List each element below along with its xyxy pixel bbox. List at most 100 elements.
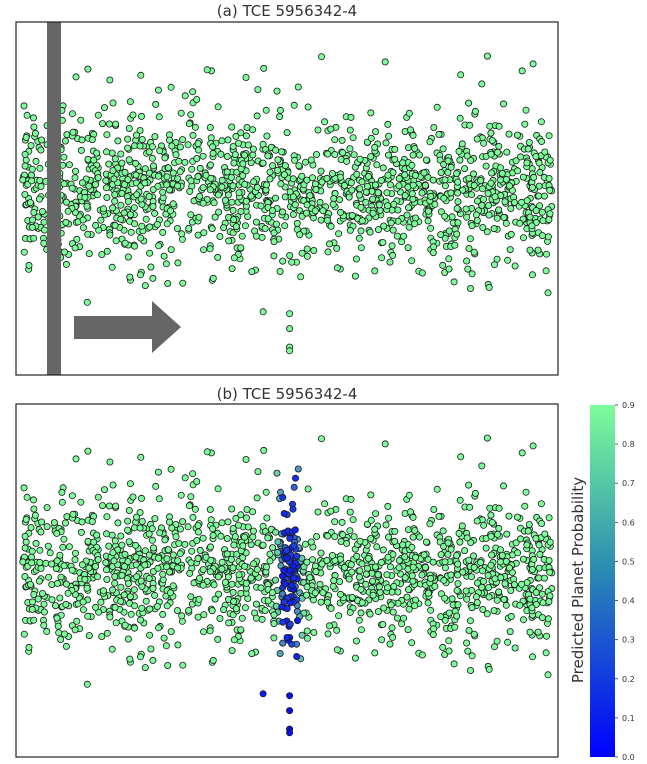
data-point (500, 213, 508, 221)
data-point (321, 500, 329, 508)
data-point (200, 611, 208, 619)
data-point (445, 609, 453, 617)
data-point (156, 147, 164, 155)
data-point (151, 515, 159, 523)
data-point (121, 563, 129, 571)
data-point (79, 606, 87, 614)
data-point (479, 195, 487, 203)
data-point (433, 485, 441, 493)
data-point (317, 549, 325, 557)
data-point (270, 238, 278, 246)
data-point (258, 233, 266, 241)
data-point (84, 612, 92, 620)
transit-point (286, 729, 294, 737)
data-point (471, 107, 479, 115)
data-point (149, 162, 157, 170)
data-point (374, 226, 382, 234)
data-point (124, 135, 132, 143)
data-point (106, 613, 114, 621)
window-point (293, 617, 301, 625)
data-point (303, 176, 311, 184)
data-point (132, 541, 140, 549)
data-point (218, 137, 226, 145)
data-point (248, 268, 256, 276)
direction-arrow (74, 301, 181, 353)
data-point (81, 575, 89, 583)
data-point (189, 88, 197, 96)
data-point (260, 446, 268, 454)
window-point (293, 653, 301, 661)
data-point (26, 199, 34, 207)
data-point (520, 616, 528, 624)
data-point (528, 222, 536, 230)
data-point (327, 125, 335, 133)
data-point (375, 201, 383, 209)
data-point (411, 144, 419, 152)
data-point (454, 560, 462, 568)
data-point (214, 635, 222, 643)
data-point (105, 542, 113, 550)
data-point (60, 153, 68, 161)
data-point (431, 582, 439, 590)
data-point (224, 191, 232, 199)
data-point (364, 555, 372, 563)
data-point (224, 136, 232, 144)
data-point (40, 608, 48, 616)
data-point (154, 182, 162, 190)
data-point (146, 223, 154, 231)
data-point (133, 573, 141, 581)
data-point (465, 99, 473, 107)
data-point (357, 609, 365, 617)
data-point (53, 557, 61, 565)
data-point (78, 518, 86, 526)
data-point (166, 207, 174, 215)
data-point (163, 173, 171, 181)
data-point (289, 175, 297, 183)
data-point (207, 556, 215, 564)
data-point (159, 228, 167, 236)
data-point (453, 204, 461, 212)
data-point (262, 181, 270, 189)
data-point (357, 244, 365, 252)
data-point (314, 508, 322, 516)
data-point (146, 631, 154, 639)
data-point (499, 482, 507, 490)
data-point (501, 580, 509, 588)
data-point (199, 184, 207, 192)
data-point (195, 595, 203, 603)
data-point (78, 179, 86, 187)
data-point (191, 505, 199, 513)
data-point (367, 134, 375, 142)
data-point (124, 517, 132, 525)
data-point (536, 584, 544, 592)
data-point (85, 632, 93, 640)
data-point (496, 558, 504, 566)
data-point (179, 518, 187, 526)
data-point (53, 529, 61, 537)
data-point (273, 87, 281, 95)
data-point (495, 504, 503, 512)
data-point (43, 627, 51, 635)
data-point (295, 162, 303, 170)
data-point (371, 143, 379, 151)
data-point (411, 527, 419, 535)
data-point (137, 234, 145, 242)
data-point (109, 481, 117, 489)
data-point (346, 126, 354, 134)
data-point (341, 181, 349, 189)
data-point (411, 602, 419, 610)
colorbar-tick-label: 0.5 (622, 557, 635, 566)
data-point (241, 222, 249, 230)
data-point (440, 194, 448, 202)
data-point (169, 169, 177, 177)
data-point (220, 606, 228, 614)
data-point (28, 216, 36, 224)
data-point (536, 168, 544, 176)
data-point (187, 177, 195, 185)
data-point (181, 474, 189, 482)
data-point (109, 167, 117, 175)
data-point (541, 530, 549, 538)
data-point (218, 519, 226, 527)
data-point (427, 574, 435, 582)
data-point (203, 448, 211, 456)
